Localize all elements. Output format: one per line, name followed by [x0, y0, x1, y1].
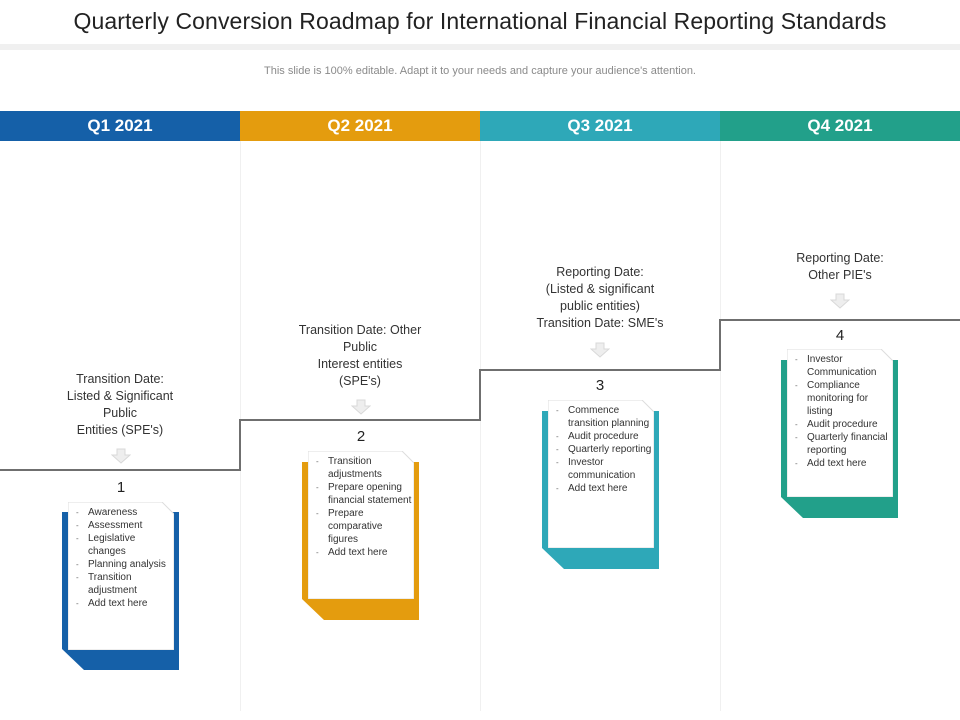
list-item: Quarterly reporting: [556, 443, 652, 456]
step-number-3: 3: [595, 377, 605, 394]
list-item: Add text here: [76, 597, 172, 610]
column-divider: [480, 141, 481, 711]
list-item: Assessment: [76, 519, 172, 532]
down-arrow-icon: [351, 399, 371, 415]
list-item: Prepare opening financial statement: [316, 481, 412, 507]
step-number-1: 1: [116, 479, 126, 496]
list-item: Awareness: [76, 506, 172, 519]
list-item: Planning analysis: [76, 558, 172, 571]
list-item: Add text here: [556, 482, 652, 495]
list-item: Audit procedure: [795, 418, 891, 431]
step-number-4: 4: [835, 327, 845, 344]
down-arrow-icon: [590, 342, 610, 358]
column-divider: [720, 141, 721, 711]
quarter-header-q3: Q3 2021: [480, 111, 720, 141]
list-item: Commence transition planning: [556, 404, 652, 430]
list-item: Investor Communication: [795, 353, 891, 379]
milestone-text-3: Reporting Date: (Listed & significant publ…: [536, 265, 664, 330]
step-card-4: Investor Communication Compliance monito…: [787, 349, 893, 497]
quarter-header-q1: Q1 2021: [0, 111, 240, 141]
milestone-text-4: Reporting Date: Other PIE's: [796, 251, 884, 282]
page-title: Quarterly Conversion Roadmap for Interna…: [73, 8, 887, 34]
step-card-1: Awareness Assessment Legislative changes…: [68, 502, 174, 650]
quarter-header-q4: Q4 2021: [720, 111, 960, 141]
list-item: Prepare comparative figures: [316, 507, 412, 546]
list-item: Transition adjustment: [76, 571, 172, 597]
list-item: Add text here: [316, 546, 412, 559]
quarter-header-q2: Q2 2021: [240, 111, 480, 141]
list-item: Investor communication: [556, 456, 652, 482]
list-item: Compliance monitoring for listing: [795, 379, 891, 418]
page-subtitle: This slide is 100% editable. Adapt it to…: [264, 65, 696, 77]
down-arrow-icon: [830, 293, 850, 309]
step-card-3: Commence transition planning Audit proce…: [548, 400, 654, 548]
title-divider: [0, 44, 960, 50]
list-item: Add text here: [795, 457, 891, 470]
milestone-text-1: Transition Date: Listed & Significant Publ…: [66, 372, 174, 437]
list-item: Quarterly financial reporting: [795, 431, 891, 457]
list-item: Transition adjustments: [316, 455, 412, 481]
down-arrow-icon: [111, 448, 131, 464]
list-item: Legislative changes: [76, 532, 172, 558]
step-card-2: Transition adjustments Prepare opening f…: [308, 451, 414, 599]
milestone-text-2: Transition Date: Other Public Interest ent…: [298, 323, 422, 388]
step-number-2: 2: [356, 428, 366, 445]
list-item: Audit procedure: [556, 430, 652, 443]
